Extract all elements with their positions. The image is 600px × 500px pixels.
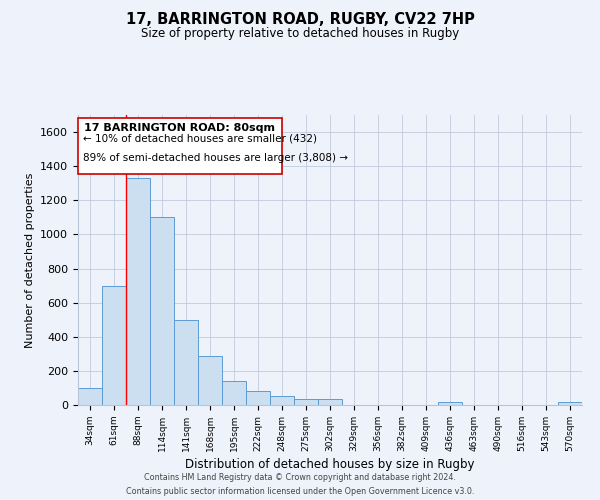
Bar: [222, 381, 246, 405]
Text: Contains HM Land Registry data © Crown copyright and database right 2024.: Contains HM Land Registry data © Crown c…: [144, 472, 456, 482]
Text: Contains public sector information licensed under the Open Government Licence v3: Contains public sector information licen…: [126, 488, 474, 496]
Text: 89% of semi-detached houses are larger (3,808) →: 89% of semi-detached houses are larger (…: [83, 153, 348, 163]
Bar: [198, 356, 222, 405]
Bar: [558, 402, 582, 405]
Bar: [270, 396, 294, 405]
FancyBboxPatch shape: [78, 118, 282, 174]
Bar: [246, 392, 270, 405]
Bar: [102, 286, 126, 405]
Bar: [438, 402, 462, 405]
Text: 17, BARRINGTON ROAD, RUGBY, CV22 7HP: 17, BARRINGTON ROAD, RUGBY, CV22 7HP: [125, 12, 475, 28]
Bar: [174, 320, 198, 405]
Bar: [294, 399, 318, 405]
Bar: [150, 218, 174, 405]
Text: Size of property relative to detached houses in Rugby: Size of property relative to detached ho…: [141, 28, 459, 40]
Text: ← 10% of detached houses are smaller (432): ← 10% of detached houses are smaller (43…: [83, 134, 317, 144]
Bar: [78, 388, 102, 405]
Bar: [318, 399, 342, 405]
Text: 17 BARRINGTON ROAD: 80sqm: 17 BARRINGTON ROAD: 80sqm: [85, 124, 275, 134]
Bar: [126, 178, 150, 405]
X-axis label: Distribution of detached houses by size in Rugby: Distribution of detached houses by size …: [185, 458, 475, 471]
Y-axis label: Number of detached properties: Number of detached properties: [25, 172, 35, 348]
